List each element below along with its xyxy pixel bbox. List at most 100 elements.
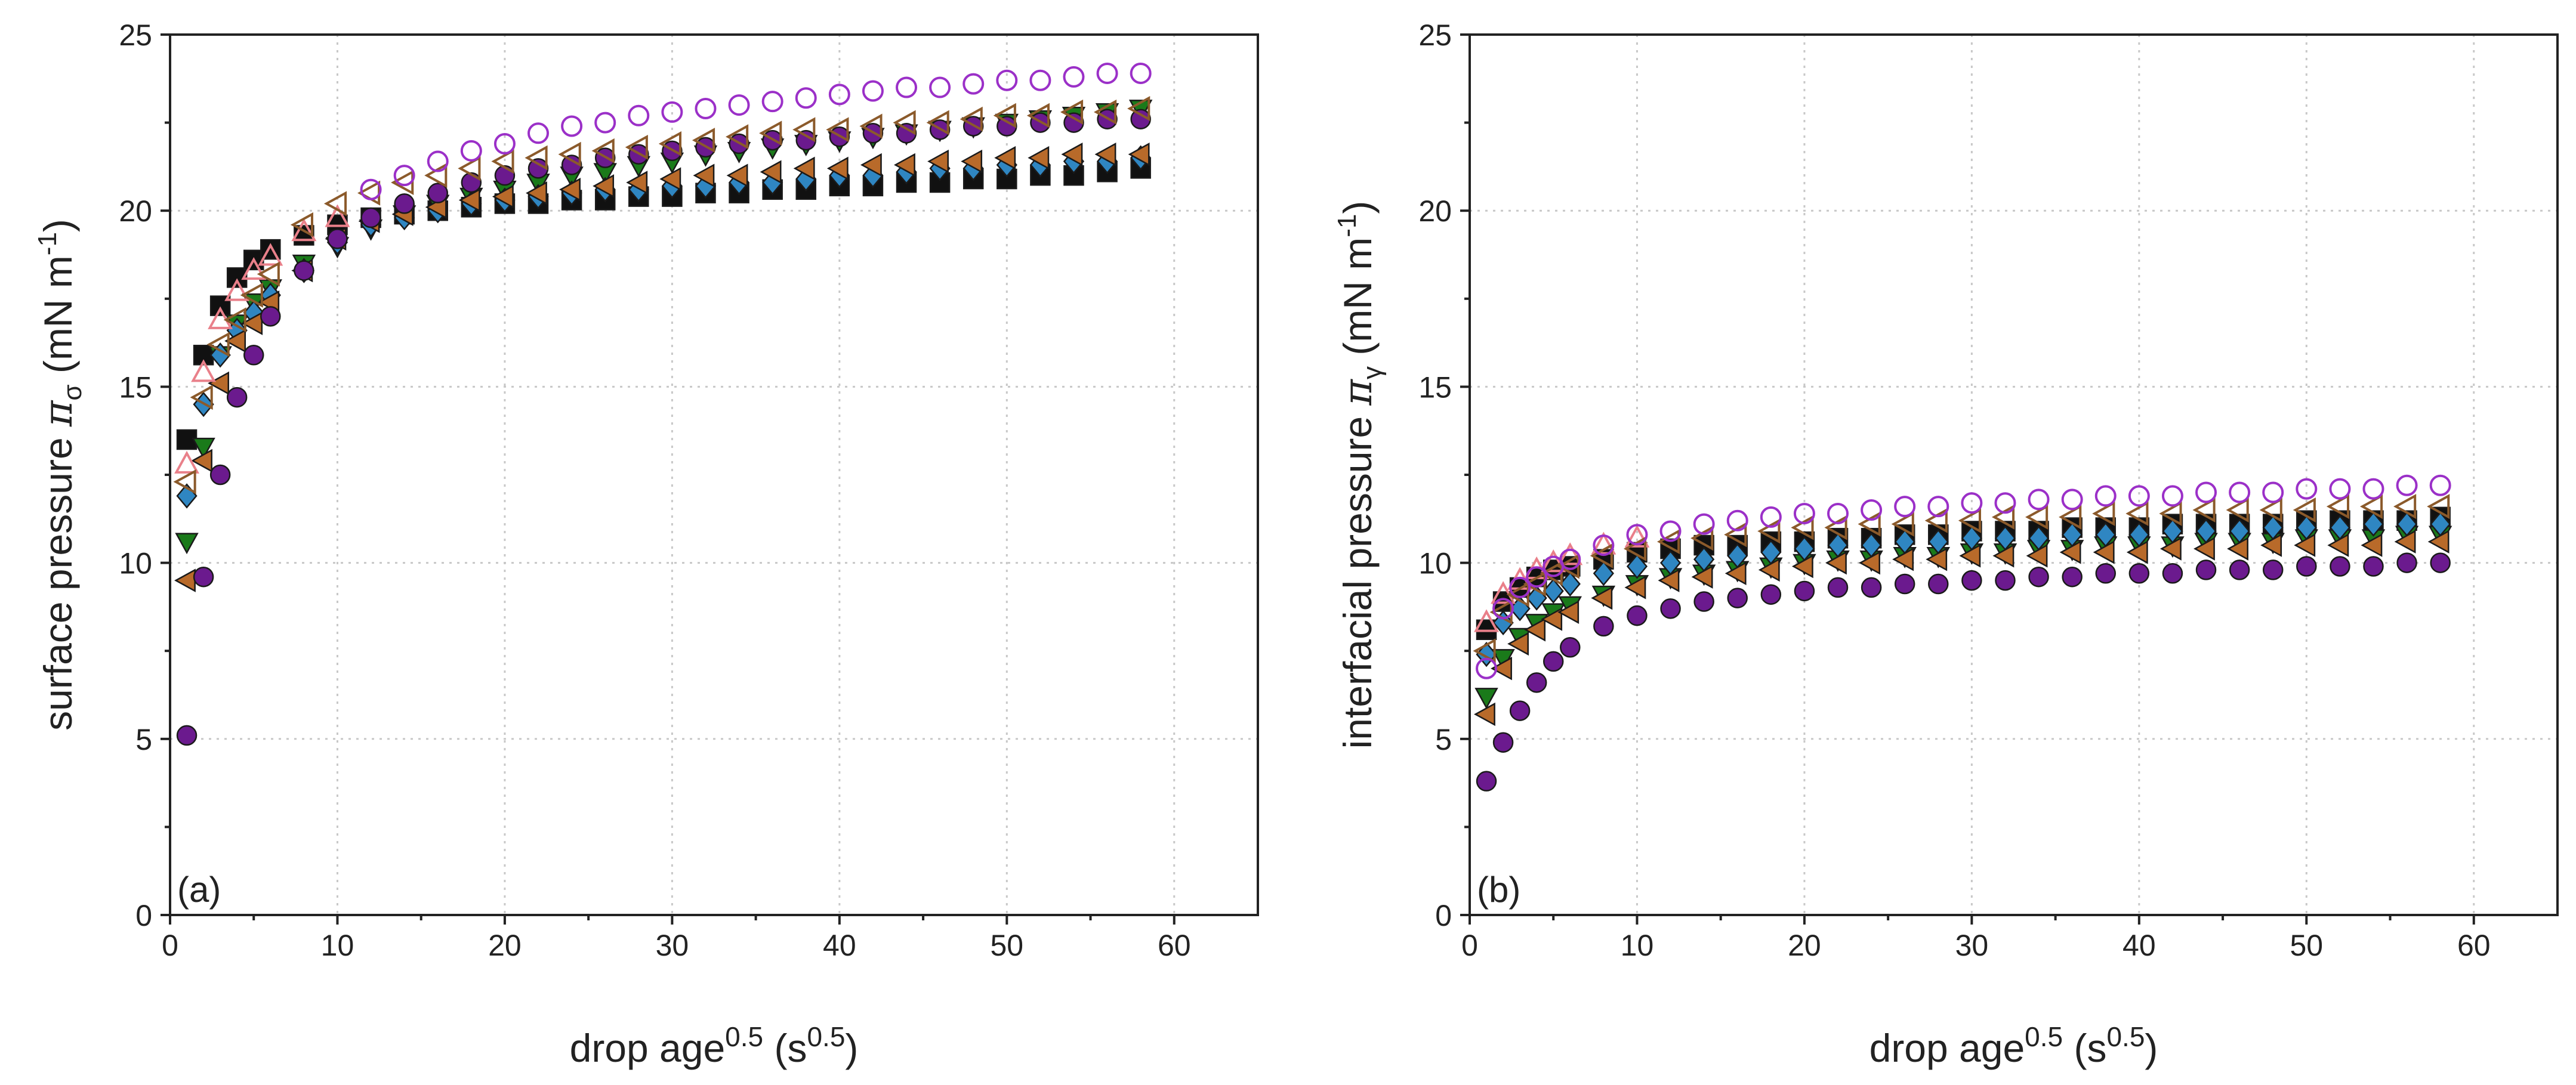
triangle-up-marker — [258, 243, 283, 266]
circle-marker — [2396, 552, 2417, 573]
triangle-left-marker — [1524, 618, 1546, 642]
circle-marker — [1627, 605, 1648, 626]
triangle-left-marker — [525, 145, 548, 171]
x-tick-label: 20 — [1788, 929, 1821, 962]
circle-marker — [1659, 520, 1682, 542]
x-tick-label: 40 — [2122, 929, 2156, 962]
triangle-left-marker — [793, 156, 815, 181]
circle-marker — [460, 140, 482, 162]
circle-marker — [561, 115, 583, 137]
circle-marker — [1727, 588, 1748, 608]
circle-marker — [1130, 109, 1151, 129]
triangle-left-marker — [458, 188, 480, 212]
circle-marker — [360, 207, 381, 228]
circle-marker — [1526, 566, 1548, 588]
triangle-left-marker — [894, 153, 915, 177]
circle-marker — [1063, 112, 1084, 133]
diamond-marker — [1559, 571, 1581, 597]
circle-marker — [1861, 577, 1882, 598]
circle-marker — [243, 345, 264, 366]
triangle-left-marker — [1474, 702, 1495, 727]
circle-marker — [828, 84, 850, 106]
circle-marker — [795, 129, 817, 151]
triangle-left-marker — [1507, 632, 1529, 656]
triangle-left-marker — [1028, 146, 1050, 170]
circle-marker — [1476, 771, 1497, 792]
panel-label: (a) — [177, 870, 221, 910]
triangle-left-marker — [859, 113, 883, 139]
circle-marker — [2329, 478, 2351, 500]
triangle-left-marker — [2194, 537, 2215, 561]
circle-marker — [2296, 556, 2317, 577]
y-tick-label: 10 — [119, 547, 152, 580]
diamond-marker — [209, 342, 231, 368]
triangle-left-marker — [492, 184, 514, 209]
circle-marker — [2028, 566, 2049, 588]
circle-marker — [1476, 657, 1498, 679]
circle-marker — [695, 97, 717, 119]
y-tick-label: 10 — [1418, 547, 1452, 580]
triangle-left-marker — [224, 329, 246, 353]
circle-marker — [1760, 506, 1782, 528]
circle-marker — [862, 80, 884, 102]
triangle-left-marker — [2326, 494, 2349, 520]
triangle-left-marker — [1658, 568, 1680, 592]
circle-marker — [997, 116, 1017, 137]
triangle-left-marker — [323, 191, 347, 217]
circle-marker — [2430, 552, 2451, 573]
triangle-left-marker — [1557, 600, 1579, 624]
x-axis-title: drop age0.5 (s0.5) — [570, 1021, 859, 1070]
triangle-left-marker — [208, 371, 229, 395]
circle-marker — [393, 165, 415, 187]
triangle-left-marker — [2026, 544, 2048, 568]
triangle-left-marker — [1094, 143, 1116, 166]
circle-marker — [1827, 502, 1849, 524]
circle-marker — [2094, 485, 2117, 507]
circle-marker — [1560, 637, 1581, 658]
triangle-left-marker — [658, 131, 681, 157]
triangle-left-marker — [993, 103, 1016, 128]
circle-marker — [360, 178, 382, 200]
triangle-left-marker — [693, 163, 715, 187]
circle-marker — [2195, 559, 2217, 580]
panel-label: (b) — [1477, 870, 1520, 910]
triangle-left-marker — [726, 124, 749, 150]
triangle-left-marker — [173, 469, 196, 494]
circle-marker — [1961, 492, 1983, 514]
circle-marker — [2396, 474, 2418, 496]
triangle-up-marker — [1474, 609, 1500, 632]
circle-marker — [728, 94, 750, 116]
triangle-left-marker — [2361, 533, 2383, 557]
triangle-left-marker — [2227, 537, 2248, 561]
circle-marker — [1827, 577, 1849, 598]
triangle-up-marker — [208, 306, 233, 329]
triangle-left-marker — [692, 128, 715, 153]
circle-marker — [294, 260, 314, 281]
circle-marker — [1760, 584, 1782, 605]
circle-marker — [1626, 524, 1648, 546]
triangle-left-marker — [1128, 143, 1150, 166]
x-tick-label: 50 — [990, 929, 1023, 962]
circle-marker — [2095, 563, 2117, 584]
y-tick-label: 5 — [135, 723, 152, 756]
triangle-left-marker — [893, 110, 916, 135]
triangle-left-marker — [526, 181, 547, 205]
circle-marker — [2362, 478, 2384, 500]
circle-marker — [1861, 499, 1883, 521]
triangle-left-marker — [2159, 537, 2182, 561]
triangle-left-marker — [760, 160, 782, 184]
series-7 — [360, 62, 1152, 200]
x-tick-label: 0 — [1461, 929, 1478, 962]
triangle-left-marker — [2359, 494, 2383, 520]
triangle-left-marker — [994, 146, 1016, 170]
triangle-left-marker — [2093, 540, 2115, 564]
triangle-up-marker — [1591, 531, 1616, 555]
series-2 — [1476, 511, 2451, 667]
circle-marker — [1693, 513, 1715, 535]
triangle-left-marker — [2126, 540, 2148, 564]
triangle-left-marker — [726, 163, 748, 187]
circle-marker — [1029, 69, 1051, 91]
triangle-left-marker — [826, 156, 849, 181]
triangle-up-marker — [241, 257, 267, 280]
triangle-left-marker — [1491, 657, 1512, 681]
